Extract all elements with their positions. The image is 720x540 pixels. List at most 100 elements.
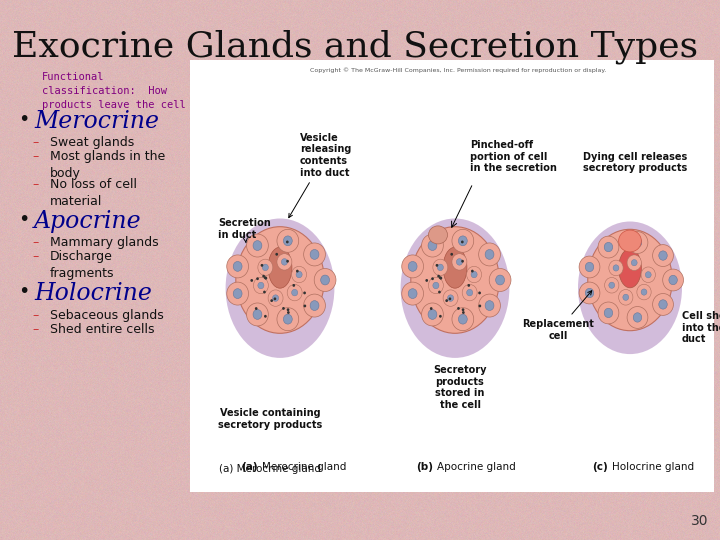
Ellipse shape: [258, 282, 264, 289]
Ellipse shape: [479, 305, 481, 307]
Ellipse shape: [296, 269, 299, 273]
Ellipse shape: [261, 264, 264, 267]
Ellipse shape: [304, 305, 306, 307]
Text: (a) Merocrine gland: (a) Merocrine gland: [219, 464, 321, 474]
Ellipse shape: [669, 275, 678, 285]
Ellipse shape: [282, 259, 287, 265]
Ellipse shape: [400, 219, 510, 358]
Text: Holocrine: Holocrine: [34, 282, 152, 305]
Text: Secretion
in duct: Secretion in duct: [218, 218, 271, 243]
Text: Secretory
products
stored in
the cell: Secretory products stored in the cell: [433, 365, 487, 410]
Ellipse shape: [459, 236, 467, 246]
Ellipse shape: [452, 254, 467, 270]
Ellipse shape: [641, 289, 647, 295]
Text: –: –: [32, 309, 38, 322]
Ellipse shape: [462, 311, 464, 314]
Ellipse shape: [452, 308, 474, 330]
Ellipse shape: [467, 266, 482, 283]
Ellipse shape: [609, 260, 623, 276]
Ellipse shape: [251, 279, 253, 282]
Ellipse shape: [613, 265, 619, 271]
Ellipse shape: [284, 314, 292, 324]
Ellipse shape: [428, 277, 444, 294]
Ellipse shape: [314, 268, 336, 292]
Ellipse shape: [227, 255, 248, 278]
Ellipse shape: [627, 307, 648, 328]
Text: Holocrine gland: Holocrine gland: [612, 462, 694, 472]
Ellipse shape: [246, 303, 269, 326]
Ellipse shape: [438, 291, 441, 293]
Ellipse shape: [436, 264, 438, 267]
Ellipse shape: [287, 311, 289, 314]
Ellipse shape: [462, 308, 464, 311]
Ellipse shape: [292, 266, 307, 283]
Ellipse shape: [437, 275, 440, 278]
Ellipse shape: [287, 260, 289, 262]
Ellipse shape: [439, 315, 442, 318]
Ellipse shape: [457, 307, 460, 310]
Text: Pinched-off
portion of cell
in the secretion: Pinched-off portion of cell in the secre…: [470, 140, 557, 173]
Ellipse shape: [627, 232, 648, 253]
Text: Cell shed
into the
duct: Cell shed into the duct: [682, 311, 720, 345]
Text: No loss of cell
material: No loss of cell material: [50, 178, 137, 208]
Ellipse shape: [264, 315, 266, 318]
Text: Dying cell releases
secretory products: Dying cell releases secretory products: [583, 152, 687, 173]
Ellipse shape: [264, 277, 267, 280]
Ellipse shape: [408, 261, 417, 271]
Ellipse shape: [255, 307, 258, 310]
Ellipse shape: [588, 230, 672, 330]
Ellipse shape: [287, 308, 289, 311]
Ellipse shape: [485, 249, 494, 259]
Ellipse shape: [272, 295, 279, 301]
Text: –: –: [32, 150, 38, 163]
Ellipse shape: [431, 277, 434, 280]
Ellipse shape: [292, 284, 295, 287]
Ellipse shape: [609, 282, 615, 288]
Text: Exocrine Glands and Secretion Types: Exocrine Glands and Secretion Types: [12, 30, 698, 64]
Ellipse shape: [262, 275, 265, 278]
Ellipse shape: [439, 276, 441, 279]
Ellipse shape: [236, 227, 324, 333]
Ellipse shape: [268, 290, 283, 306]
Ellipse shape: [585, 262, 594, 272]
Ellipse shape: [233, 289, 242, 299]
Ellipse shape: [275, 253, 278, 256]
Ellipse shape: [262, 264, 269, 271]
Text: –: –: [32, 137, 38, 150]
Ellipse shape: [304, 294, 325, 317]
Ellipse shape: [303, 292, 306, 294]
Ellipse shape: [277, 254, 292, 270]
Ellipse shape: [604, 308, 613, 318]
Ellipse shape: [428, 241, 437, 251]
Ellipse shape: [579, 256, 600, 278]
Ellipse shape: [282, 307, 285, 310]
Ellipse shape: [585, 288, 594, 298]
Ellipse shape: [310, 249, 319, 259]
Ellipse shape: [659, 251, 667, 260]
Ellipse shape: [618, 289, 633, 305]
Ellipse shape: [448, 295, 454, 301]
Ellipse shape: [227, 282, 248, 305]
Ellipse shape: [459, 314, 467, 324]
Ellipse shape: [402, 282, 423, 305]
Ellipse shape: [422, 303, 444, 326]
Ellipse shape: [467, 289, 473, 296]
Ellipse shape: [627, 255, 642, 271]
Ellipse shape: [284, 236, 292, 246]
Ellipse shape: [471, 271, 477, 278]
Ellipse shape: [659, 300, 667, 309]
Ellipse shape: [489, 268, 511, 292]
Ellipse shape: [479, 294, 500, 317]
Text: Copyright © The McGraw-Hill Companies, Inc. Permission required for reproduction: Copyright © The McGraw-Hill Companies, I…: [310, 67, 606, 73]
Text: Replacement
cell: Replacement cell: [523, 291, 595, 341]
Ellipse shape: [598, 302, 619, 324]
Ellipse shape: [598, 236, 619, 258]
Text: Apocrine gland: Apocrine gland: [437, 462, 516, 472]
Ellipse shape: [253, 309, 262, 319]
Text: Merocrine: Merocrine: [34, 110, 159, 133]
Ellipse shape: [443, 290, 458, 306]
Text: •: •: [18, 210, 30, 229]
Text: 30: 30: [690, 514, 708, 528]
Text: (b): (b): [416, 462, 433, 472]
Text: Functional
classification:  How
products leave the cell: Functional classification: How products …: [42, 72, 186, 110]
